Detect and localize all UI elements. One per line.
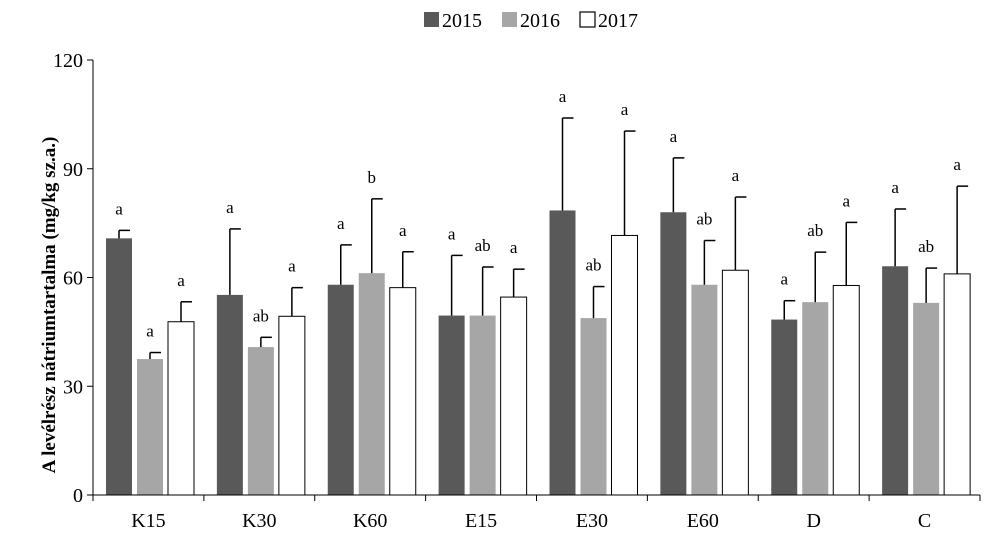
bar-2017-E30 [611, 234, 638, 496]
significance-letter: a [399, 221, 407, 240]
bar-2016-K15 [137, 359, 163, 495]
significance-letter: a [115, 199, 123, 218]
bar-2017-C [943, 273, 971, 496]
bar-2017-E15 [500, 296, 528, 496]
bar-2016-E30 [580, 318, 607, 495]
legend-item-2015: 2015 [424, 10, 482, 32]
significance-letter: a [621, 100, 629, 119]
significance-letter: a [146, 322, 154, 341]
x-axis: K15 K30 K60 E15 E30 E60 D C [92, 494, 981, 532]
bar-2017-K60 [389, 287, 417, 496]
y-tick-label: 90 [63, 159, 83, 181]
significance-letter: ab [696, 210, 712, 229]
significance-letter: a [670, 127, 678, 146]
significance-letter: a [559, 87, 567, 106]
significance-letter: ab [918, 237, 934, 256]
x-tick-label: K30 [242, 510, 276, 532]
significance-letter: a [953, 155, 961, 174]
x-tick-label: K15 [131, 510, 165, 532]
significance-letter: ab [253, 306, 269, 325]
x-tick-label: E60 [687, 510, 719, 532]
significance-letter: a [842, 191, 850, 210]
significance-letter: ab [585, 256, 601, 275]
bar-2015-E15 [438, 315, 465, 495]
significance-letter: a [780, 270, 788, 289]
significance-letter: a [891, 178, 899, 197]
y-tick-label: 30 [63, 376, 83, 398]
significance-letter: a [337, 214, 345, 233]
legend: 2015 2016 2017 [424, 10, 638, 32]
bars [106, 210, 971, 496]
significance-letter: a [732, 166, 740, 185]
y-tick-label: 0 [73, 485, 83, 507]
legend-label: 2016 [520, 10, 560, 32]
bar-2016-E15 [469, 315, 496, 495]
significance-letter: a [448, 224, 456, 243]
bar-2016-K60 [358, 273, 385, 495]
y-axis: 0 30 60 90 120 [53, 50, 94, 507]
significance-letter: ab [475, 236, 491, 255]
bar-2016-K30 [247, 347, 274, 495]
legend-item-2017: 2017 [579, 10, 638, 32]
bar-2015-K15 [106, 238, 132, 495]
bar-2016-E60 [691, 284, 718, 495]
x-tick-label: D [806, 510, 820, 532]
bar-2015-E30 [549, 210, 576, 495]
legend-label: 2017 [598, 10, 638, 32]
legend-swatch [502, 12, 517, 27]
x-tick-label: K60 [353, 510, 387, 532]
legend-item-2016: 2016 [502, 10, 560, 32]
bar-2015-K30 [216, 294, 243, 495]
legend-swatch [424, 12, 439, 27]
bar-2016-C [913, 302, 940, 495]
bar-2016-D [802, 302, 829, 495]
significance-letter: a [177, 271, 185, 290]
x-tick-label: E30 [576, 510, 608, 532]
legend-swatch [579, 11, 596, 28]
significance-letter: a [510, 238, 518, 257]
significance-letter: ab [807, 221, 823, 240]
y-tick-label: 120 [53, 50, 83, 72]
bar-2015-K60 [327, 284, 354, 495]
bar-2017-K30 [278, 315, 306, 496]
y-tick-label: 60 [63, 268, 83, 290]
bar-2017-E60 [721, 269, 749, 496]
bar-2015-D [771, 319, 798, 495]
x-tick-label: C [918, 510, 931, 532]
significance-letter: a [226, 198, 234, 217]
significance-letter: a [288, 257, 296, 276]
bar-2017-D [832, 284, 860, 496]
significance-letter: b [368, 168, 377, 187]
error-bars [118, 117, 969, 360]
x-tick-label: E15 [465, 510, 497, 532]
bar-2015-E60 [660, 212, 687, 495]
y-axis-label: A levélrész nátriumtartalma (mg/kg sz.a.… [39, 137, 60, 474]
bar-2015-C [882, 266, 909, 495]
legend-label: 2015 [442, 10, 482, 32]
bar-2017-K15 [167, 321, 195, 496]
